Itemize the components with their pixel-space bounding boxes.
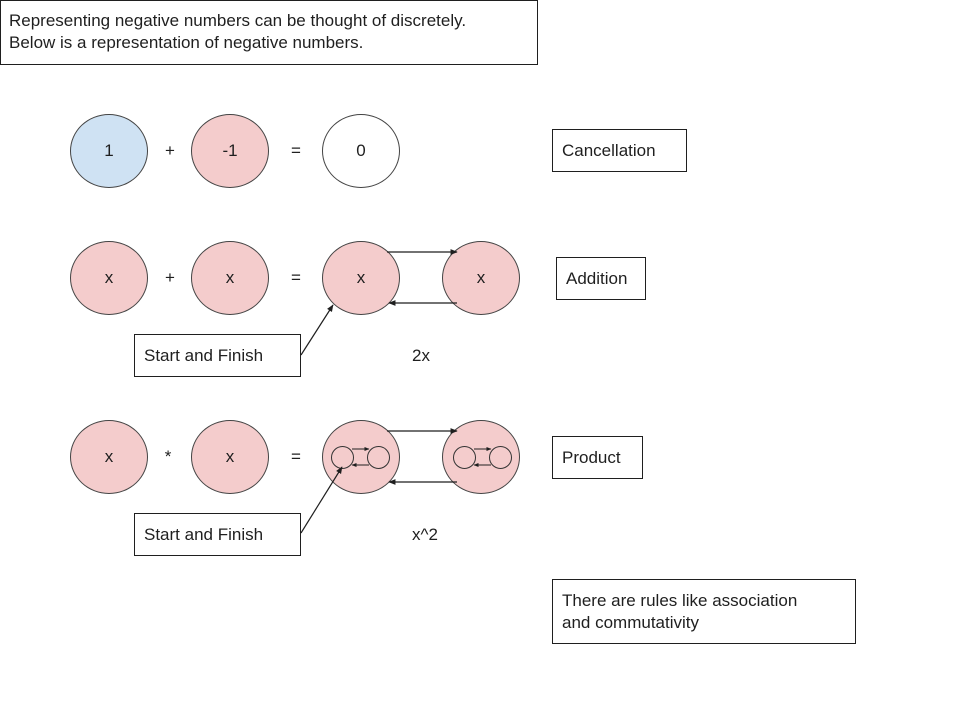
product-label-box: Product xyxy=(552,436,643,479)
circle-one-label: 1 xyxy=(104,141,114,160)
equals-sign-row3: = xyxy=(291,447,301,466)
circle-x-row3-b: x xyxy=(191,420,269,494)
start-finish-box-row3: Start and Finish xyxy=(134,513,301,556)
equals-sign-row2: = xyxy=(291,268,301,287)
caption-2x: 2x xyxy=(412,346,430,365)
intro-line-2: Below is a representation of negative nu… xyxy=(9,33,364,52)
product-label: Product xyxy=(562,448,621,467)
equals-sign-row1: = xyxy=(291,141,301,160)
multiply-sign-row3: * xyxy=(164,447,172,466)
circle-negative-one: -1 xyxy=(191,114,269,188)
circle-one: 1 xyxy=(70,114,148,188)
inner-circle-right-a xyxy=(453,446,476,469)
circle-x-row2-a-label: x xyxy=(104,268,114,287)
start-finish-box-row2: Start and Finish xyxy=(134,334,301,377)
inner-circle-left-a xyxy=(331,446,354,469)
intro-text-box: Representing negative numbers can be tho… xyxy=(0,0,538,65)
inner-circle-right-b xyxy=(489,446,512,469)
circle-x-row2-a: x xyxy=(70,241,148,315)
circle-x-row2-b: x xyxy=(191,241,269,315)
circle-negative-one-label: -1 xyxy=(222,141,238,160)
plus-sign-row1: + xyxy=(165,141,175,160)
circle-zero: 0 xyxy=(322,114,400,188)
circle-x-row3-b-label: x xyxy=(225,447,235,466)
circle-x-row3-a-label: x xyxy=(104,447,114,466)
rules-note-line-1: There are rules like association xyxy=(562,591,798,610)
circle-x-row2-b-label: x xyxy=(225,268,235,287)
circle-x-row3-a: x xyxy=(70,420,148,494)
inner-circle-left-b xyxy=(367,446,390,469)
addition-label-box: Addition xyxy=(556,257,646,300)
cancellation-label: Cancellation xyxy=(562,141,656,160)
intro-line-1: Representing negative numbers can be tho… xyxy=(9,11,467,30)
addition-label: Addition xyxy=(566,269,628,288)
arrow-row3-start xyxy=(300,466,343,534)
circle-zero-label: 0 xyxy=(356,141,366,160)
caption-x-squared: x^2 xyxy=(412,525,438,544)
start-finish-label-row2: Start and Finish xyxy=(144,346,264,365)
circle-x-row2-result-left: x xyxy=(322,241,400,315)
circle-x-row2-result-right-label: x xyxy=(476,268,486,287)
cancellation-label-box: Cancellation xyxy=(552,129,687,172)
start-finish-label-row3: Start and Finish xyxy=(144,525,264,544)
rules-note-box: There are rules like association and com… xyxy=(552,579,856,644)
rules-note-line-2: and commutativity xyxy=(562,613,699,632)
circle-x-row2-result-left-label: x xyxy=(356,268,366,287)
arrow-row2-start xyxy=(300,304,334,356)
plus-sign-row2: + xyxy=(165,268,175,287)
